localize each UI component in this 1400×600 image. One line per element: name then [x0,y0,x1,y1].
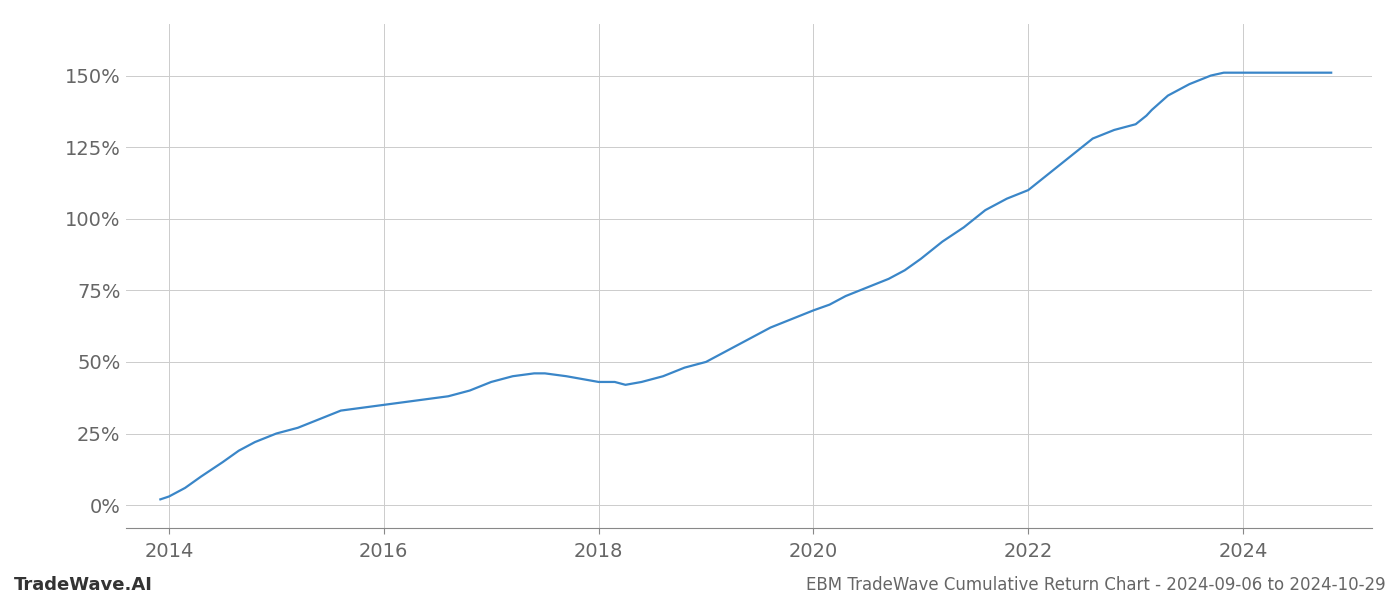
Text: EBM TradeWave Cumulative Return Chart - 2024-09-06 to 2024-10-29: EBM TradeWave Cumulative Return Chart - … [806,576,1386,594]
Text: TradeWave.AI: TradeWave.AI [14,576,153,594]
